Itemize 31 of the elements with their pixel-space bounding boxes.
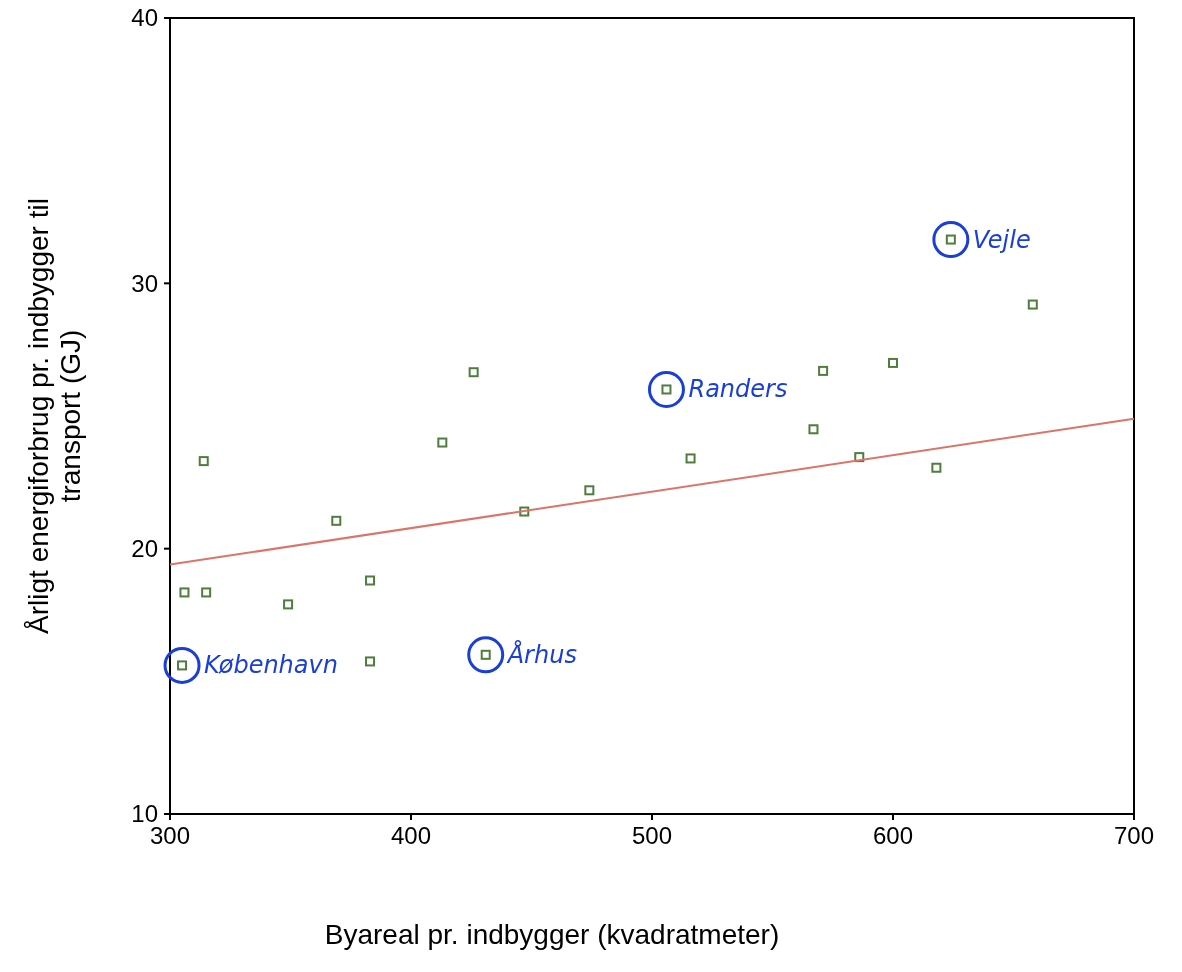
- point: [437, 437, 448, 448]
- x-tick-label: 600: [872, 822, 914, 849]
- point: [888, 357, 898, 368]
- y-tick-label: 30: [131, 269, 158, 297]
- x-tick-label: 400: [390, 822, 432, 849]
- point: [685, 453, 696, 464]
- point: [365, 656, 376, 667]
- point: [198, 456, 209, 467]
- annotation: Århus: [505, 639, 577, 669]
- point: [468, 367, 479, 378]
- point: [584, 485, 595, 496]
- y-axis-title: Årligt energiforbrug pr. indbygger til transport (GJ): [23, 198, 86, 634]
- point: [808, 424, 819, 435]
- annotation: København: [204, 651, 338, 680]
- point: [331, 515, 342, 526]
- x-tick-label: 700: [1113, 822, 1155, 849]
- point: [854, 452, 865, 463]
- annotation: Vejle: [972, 225, 1031, 254]
- point: [179, 587, 190, 598]
- point: [283, 599, 294, 610]
- annotation: Randers: [688, 375, 788, 404]
- y-tick-label: 40: [131, 4, 158, 32]
- y-tick-label: 20: [131, 535, 158, 563]
- point: [818, 365, 829, 376]
- point: [365, 575, 376, 586]
- x-axis-title: Byareal pr. indbygger (kvadratmeter): [324, 919, 780, 950]
- point: [201, 587, 212, 598]
- point: [1027, 299, 1038, 310]
- point: [931, 462, 942, 473]
- x-tick-label: 500: [631, 822, 673, 849]
- point: [519, 506, 530, 517]
